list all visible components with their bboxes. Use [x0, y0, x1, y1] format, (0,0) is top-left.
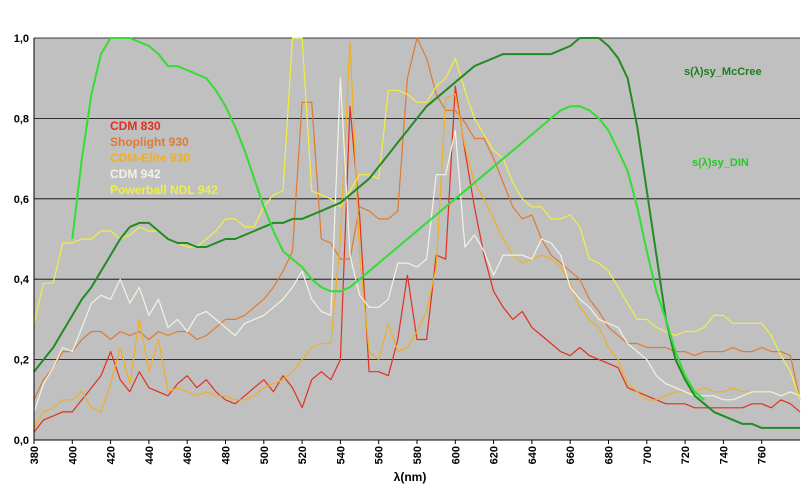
legend-entry: CDM-Elite 930	[110, 151, 190, 165]
x-axis-title: λ(nm)	[394, 470, 427, 484]
x-tick-label: 500	[259, 446, 271, 464]
x-tick-label: 680	[604, 446, 616, 464]
series-line-6	[71, 37, 705, 401]
curve-label: s(λ)sy_DIN	[692, 157, 749, 169]
y-tick-label: 0,6	[14, 194, 29, 206]
x-tick-label: 660	[565, 446, 577, 464]
x-tick-label: 440	[144, 446, 156, 464]
legend-entry: CDM 830	[110, 119, 161, 133]
plot-area	[34, 38, 800, 440]
x-tick-label: 460	[182, 446, 194, 464]
curve-label: s(λ)sy_McCree	[684, 66, 762, 78]
legend-entry: CDM 942	[110, 167, 161, 181]
legend-entry: Powerball NDL 942	[110, 183, 218, 197]
curve-labels: s(λ)sy_McCree s(λ)sy_DIN	[684, 66, 762, 169]
x-tick-label: 640	[527, 446, 539, 464]
y-tick-labels: 0,0 0,2 0,4 0,6 0,8 1,0	[14, 33, 30, 447]
series-lines	[33, 37, 801, 433]
x-tick-label: 380	[29, 446, 41, 464]
legend: CDM 830 Shoplight 930 CDM-Elite 930 CDM 942…	[110, 119, 218, 197]
y-tick-label: 0,0	[14, 435, 29, 447]
y-tick-label: 0,8	[14, 113, 29, 125]
x-tick-label: 740	[718, 446, 730, 464]
x-tick-label: 420	[106, 446, 118, 464]
series-line-5	[33, 37, 800, 429]
x-tick-label: 560	[374, 446, 386, 464]
x-tick-label: 400	[67, 446, 79, 464]
x-tick-label: 520	[297, 446, 309, 464]
x-tick-labels: 380 400 420 440 460 480 500 520 540 560 580 600 620 6…	[29, 440, 769, 464]
x-tick-label: 760	[757, 446, 769, 464]
series-line-2	[33, 41, 801, 429]
series-line-0	[33, 85, 801, 433]
x-tick-label: 480	[221, 446, 233, 464]
x-tick-label: 620	[489, 446, 501, 464]
x-tick-label: 720	[680, 446, 692, 464]
x-tick-label: 540	[335, 446, 347, 464]
y-tick-label: 0,2	[14, 355, 29, 367]
y-tick-label: 1,0	[14, 33, 29, 45]
x-tick-label: 580	[412, 446, 424, 464]
legend-entry: Shoplight 930	[110, 135, 189, 149]
series-line-3	[33, 77, 801, 413]
x-tick-label: 700	[642, 446, 654, 464]
x-tick-label: 600	[450, 446, 462, 464]
y-tick-label: 0,4	[14, 274, 30, 286]
